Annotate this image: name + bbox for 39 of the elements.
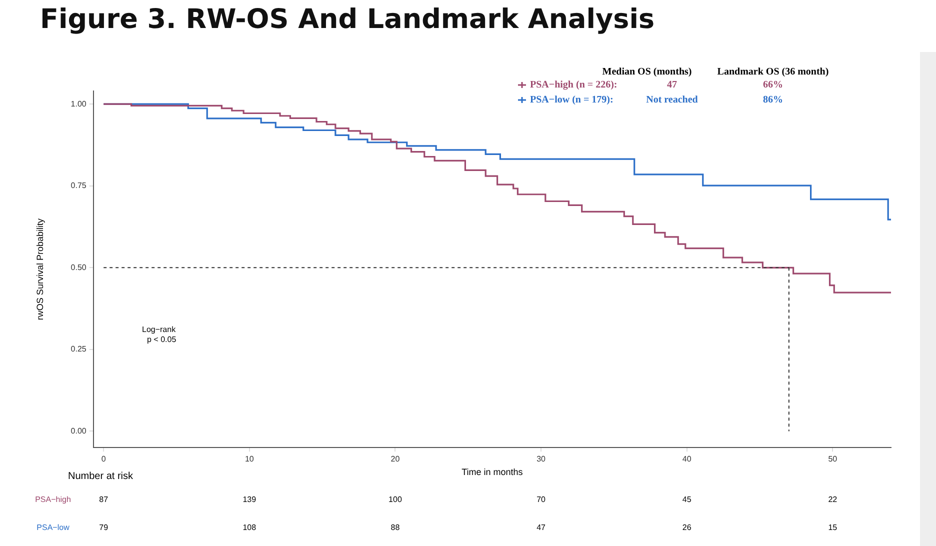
text: 26 xyxy=(682,523,692,532)
annotation: p < 0.05 xyxy=(147,335,177,344)
x-tick-label: 30 xyxy=(536,454,546,464)
text: 108 xyxy=(242,523,257,532)
annotation: Not reached xyxy=(646,94,698,106)
text: 47 xyxy=(536,523,546,532)
x-tick-label: 20 xyxy=(390,454,400,464)
text: 45 xyxy=(682,495,692,504)
text: PSA−low xyxy=(36,523,70,532)
text: 70 xyxy=(536,495,546,504)
x-tick-label: 0 xyxy=(101,454,106,464)
y-tick-label: 0.00 xyxy=(70,426,87,436)
x-axis-title: Time in months xyxy=(462,467,524,478)
legend-label: PSA−high (n = 226): xyxy=(530,80,618,91)
text: 15 xyxy=(828,523,838,532)
text: 139 xyxy=(242,495,257,504)
annotation: 86% xyxy=(763,94,783,106)
text: PSA−high xyxy=(35,495,71,504)
text: 87 xyxy=(99,495,109,504)
text: Number at risk xyxy=(68,470,134,482)
annotation: Log−rank xyxy=(142,325,177,334)
x-tick-label: 40 xyxy=(682,454,692,464)
y-tick-label: 0.75 xyxy=(70,181,87,190)
text: Landmark OS (36 month) xyxy=(717,66,829,78)
text: 79 xyxy=(99,523,109,532)
y-tick-label: 1.00 xyxy=(70,99,87,108)
x-tick-label: 50 xyxy=(828,454,838,464)
x-tick-label: 10 xyxy=(244,454,254,464)
text: 88 xyxy=(390,523,400,532)
text: 100 xyxy=(388,495,402,504)
text: 66% xyxy=(763,80,783,91)
text: Median OS (months) xyxy=(602,66,692,78)
y-tick-label: 0.25 xyxy=(70,344,87,354)
y-axis-title: rwOS Survival Probability xyxy=(34,218,45,320)
y-tick-label: 0.50 xyxy=(70,262,87,272)
chart-title: Figure 3. RW-OS And Landmark Analysis xyxy=(40,4,655,35)
text: 47 xyxy=(667,80,677,91)
legend-label: PSA−low (n = 179): xyxy=(530,94,614,106)
text: 22 xyxy=(828,495,838,504)
